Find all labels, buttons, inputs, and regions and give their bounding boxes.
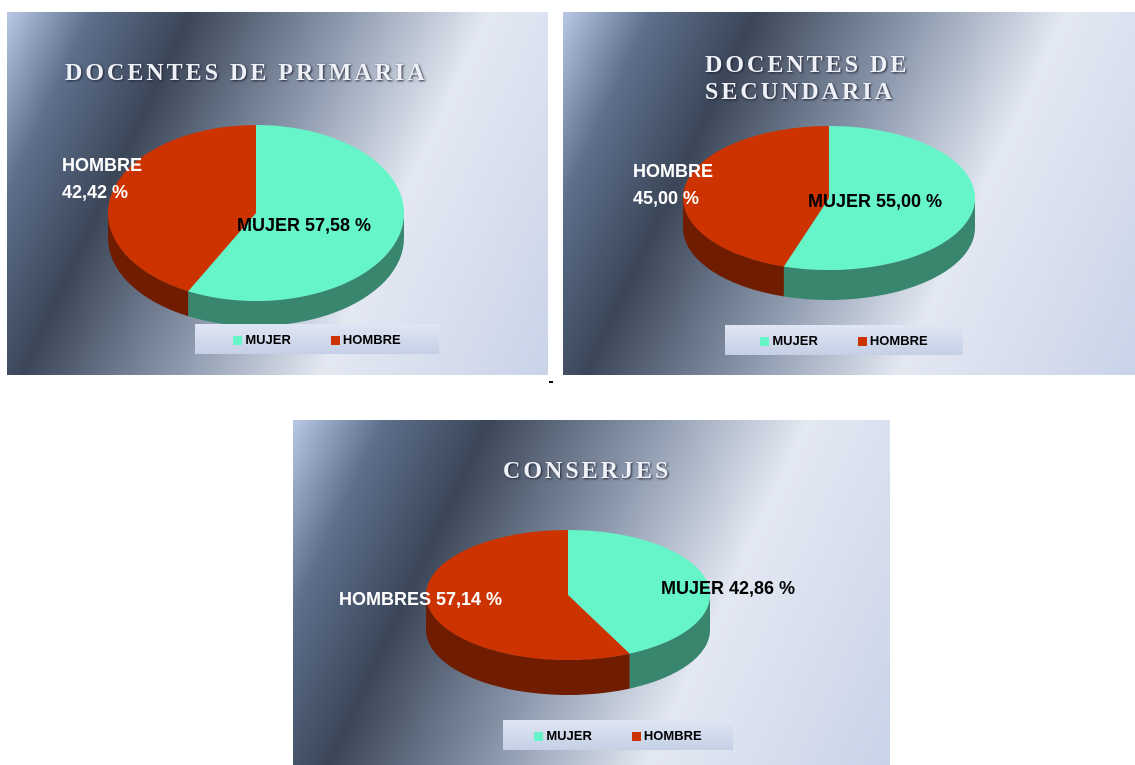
pie-side	[188, 213, 404, 326]
legend-item: MUJER	[534, 728, 592, 743]
chart-title: CONSERJES	[503, 458, 672, 484]
legend-label: HOMBRE	[342, 331, 401, 347]
pie-side	[683, 198, 784, 297]
legend-swatch	[760, 336, 770, 346]
legend-label: HOMBRE	[643, 727, 702, 743]
pie-slice	[568, 530, 711, 654]
pie-side	[108, 213, 189, 317]
legend-label: MUJER	[245, 331, 291, 347]
dash	[549, 381, 553, 383]
legend-label: HOMBRE	[869, 332, 928, 348]
pie-side	[426, 595, 630, 695]
pie-slice	[108, 125, 257, 292]
legend: MUJER HOMBRE	[725, 325, 963, 355]
legend-swatch	[233, 335, 243, 345]
pie	[682, 126, 975, 300]
legend: MUJER HOMBRE	[503, 720, 733, 750]
legend-item: MUJER	[233, 332, 291, 347]
legend-swatch	[534, 731, 544, 741]
chart-panel: CONSERJES MUJER 42,86 % HOMBRES 57,14 % MUJ…	[293, 420, 890, 765]
data-label: HOMBRE 45,00 %	[633, 161, 713, 208]
legend-item: HOMBRE	[631, 727, 702, 743]
legend-item: HOMBRE	[330, 331, 401, 347]
legend-item: HOMBRE	[857, 332, 928, 348]
legend-item: MUJER	[760, 333, 818, 348]
pie-side	[783, 198, 975, 300]
legend-label: MUJER	[546, 727, 592, 743]
legend-swatch	[330, 335, 340, 345]
data-label: HOMBRE 42,42 %	[62, 155, 142, 202]
chart-panel: DOCENTES DE PRIMARIA MUJER 57,58 % HOMBRE …	[7, 12, 548, 375]
chart-title: DOCENTES DE PRIMARIA	[65, 60, 428, 86]
data-label: MUJER 55,00 %	[808, 191, 943, 211]
pie	[108, 125, 405, 326]
data-label: MUJER 42,86 %	[661, 578, 796, 598]
pie-slice	[783, 126, 975, 270]
pie-side	[629, 595, 710, 689]
data-label: MUJER 57,58 %	[237, 215, 372, 235]
data-label: HOMBRES 57,14 %	[339, 589, 503, 609]
pie-slice	[682, 126, 829, 267]
legend: MUJER HOMBRE	[195, 324, 439, 354]
chart-panel: DOCENTES DE SECUNDARIA MUJER 55,00 % HOMBR…	[563, 12, 1135, 375]
pie-slice	[426, 530, 630, 660]
legend-swatch	[857, 336, 867, 346]
legend-label: MUJER	[772, 332, 818, 348]
pie	[426, 530, 711, 695]
chart-title: DOCENTES DE SECUNDARIA	[705, 52, 910, 105]
legend-swatch	[631, 731, 641, 741]
pie-slice	[188, 125, 405, 302]
